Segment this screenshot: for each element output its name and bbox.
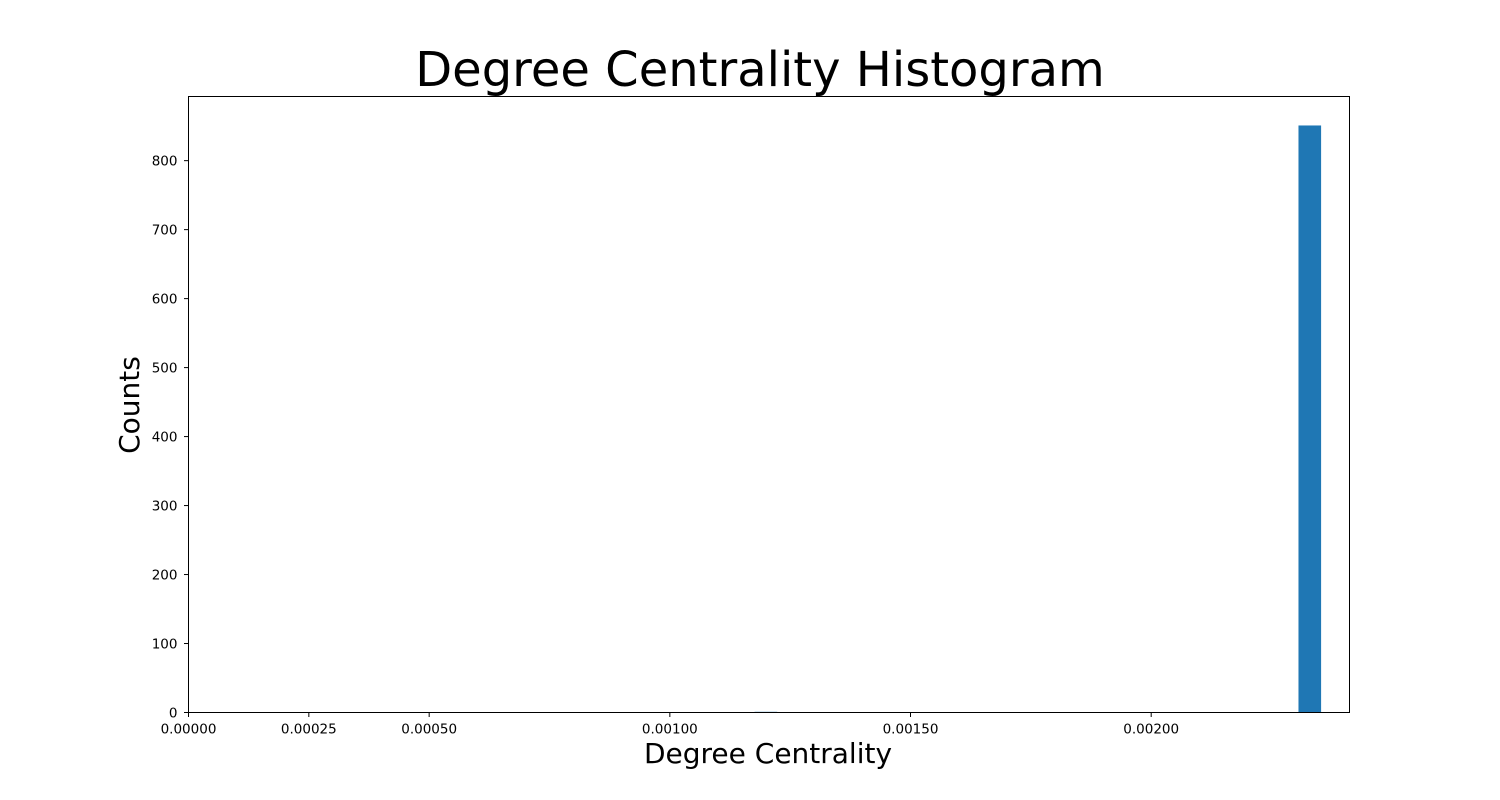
y-tick-label: 700 xyxy=(152,223,178,239)
plot-frame xyxy=(188,96,1350,713)
x-tick-label: 0.00150 xyxy=(883,722,939,738)
y-axis: 0 100 200 300 400 500 600 700 800 xyxy=(152,154,189,722)
histogram-bar xyxy=(1298,125,1322,713)
bars-group xyxy=(754,125,1322,713)
y-tick-label: 100 xyxy=(152,637,178,653)
x-tick-label: 0.00200 xyxy=(1123,722,1179,738)
y-tick-label: 600 xyxy=(152,292,178,308)
y-tick-label: 400 xyxy=(152,430,178,446)
x-tick-label: 0.00050 xyxy=(401,722,457,738)
y-tick-label: 800 xyxy=(152,154,178,170)
x-tick-label: 0.00100 xyxy=(642,722,698,738)
x-tick-label: 0.00000 xyxy=(161,722,217,738)
y-tick-label: 500 xyxy=(152,361,178,377)
y-tick-label: 0 xyxy=(169,706,178,722)
x-tick-label: 0.00025 xyxy=(281,722,337,738)
x-axis: 0.00000 0.00025 0.00050 0.00100 0.00150 0.002… xyxy=(161,712,1179,738)
chart-title: Degree Centrality Histogram xyxy=(415,42,1105,98)
x-axis-label: Degree Centrality xyxy=(644,737,892,770)
y-axis-label: Counts xyxy=(113,356,146,454)
y-tick-label: 300 xyxy=(152,499,178,515)
y-tick-label: 200 xyxy=(152,568,178,584)
